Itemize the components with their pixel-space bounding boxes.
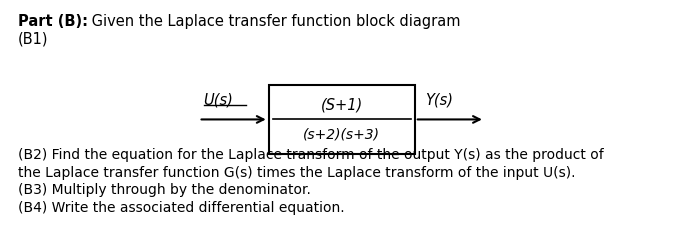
Text: (B4) Write the associated differential equation.: (B4) Write the associated differential e… [18,200,345,215]
Text: (s+2)(s+3): (s+2)(s+3) [303,128,380,142]
Text: U(s): U(s) [203,92,233,108]
Text: (B2) Find the equation for the Laplace transform of the output Y(s) as the produ: (B2) Find the equation for the Laplace t… [18,148,604,162]
Text: (B1): (B1) [18,31,48,46]
Text: Given the Laplace transfer function block diagram: Given the Laplace transfer function bloc… [87,14,460,29]
Text: the Laplace transfer function G(s) times the Laplace transform of the input U(s): the Laplace transfer function G(s) times… [18,166,575,180]
Text: (S+1): (S+1) [320,98,363,113]
Bar [269,85,415,154]
Text: Part (B):: Part (B): [18,14,88,29]
Text: Y(s): Y(s) [425,92,453,108]
Text: (B3) Multiply through by the denominator.: (B3) Multiply through by the denominator… [18,183,311,197]
